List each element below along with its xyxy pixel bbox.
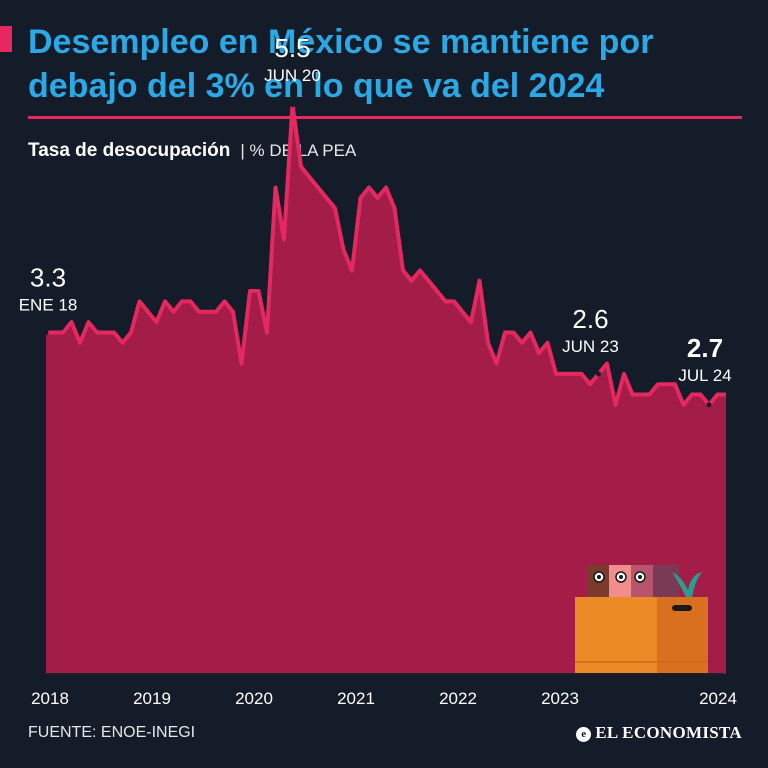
title-accent-bar xyxy=(0,26,12,52)
chart-line-layer xyxy=(46,102,726,407)
brand-mark-icon: e xyxy=(576,727,592,742)
chart-area-layer xyxy=(46,104,726,675)
annotation-value: 3.3 xyxy=(30,262,66,292)
annotation-date-label: JUN 20 xyxy=(264,66,321,85)
x-tick-label: 2022 xyxy=(439,689,477,708)
source-note: FUENTE: ENOE-INEGI xyxy=(28,724,196,741)
annotation-value: 2.7 xyxy=(687,333,723,363)
page-title: Desempleo en México se mantiene por deba… xyxy=(28,23,654,105)
annotation-value: 2.6 xyxy=(572,304,608,334)
x-tick-label: 2018 xyxy=(31,689,69,708)
x-tick-label: 2020 xyxy=(235,689,273,708)
chart-subtitle-main: Tasa de desocupación xyxy=(28,140,231,161)
box-handle xyxy=(672,605,692,611)
x-tick-label: 2021 xyxy=(337,689,375,708)
unemployment-line xyxy=(46,102,726,407)
annotation-marker xyxy=(290,102,295,108)
annotation-marker xyxy=(596,371,601,377)
x-tick-label: 2023 xyxy=(541,689,579,708)
chart-subtitle-unit: % DE LA PEA xyxy=(249,141,357,160)
x-tick-label: 2024 xyxy=(699,689,737,708)
annotation-value: 5.5 xyxy=(274,33,310,63)
annotation-date-label: ENE 18 xyxy=(19,295,78,314)
x-axis-ticks: 2018 2019 2020 2021 2022 2023 2024 xyxy=(31,689,737,708)
annotation-marker xyxy=(43,329,49,335)
box-figure-4 xyxy=(653,565,679,599)
chart-subtitle: Tasa de desocupación | % DE LA PEA xyxy=(28,140,356,162)
title-divider xyxy=(28,116,742,119)
x-tick-label: 2019 xyxy=(133,689,171,708)
unemployment-box-illustration xyxy=(575,565,708,673)
chart-annotations: 3.3 ENE 18 5.5 JUN 20 2.6 JUN 23 2.7 JUL 24 xyxy=(19,33,732,408)
unemployment-area xyxy=(46,104,726,675)
annotation-date-label: JUL 24 xyxy=(678,366,731,385)
box-front xyxy=(575,597,657,673)
annotation-marker xyxy=(706,402,712,408)
brand-logo: e EL ECONOMISTA xyxy=(576,723,742,743)
plant-leaves xyxy=(672,572,702,597)
brand-name: EL ECONOMISTA xyxy=(595,723,742,742)
annotation-date-label: JUN 23 xyxy=(562,337,619,356)
chart-subtitle-separator: | xyxy=(235,141,250,160)
